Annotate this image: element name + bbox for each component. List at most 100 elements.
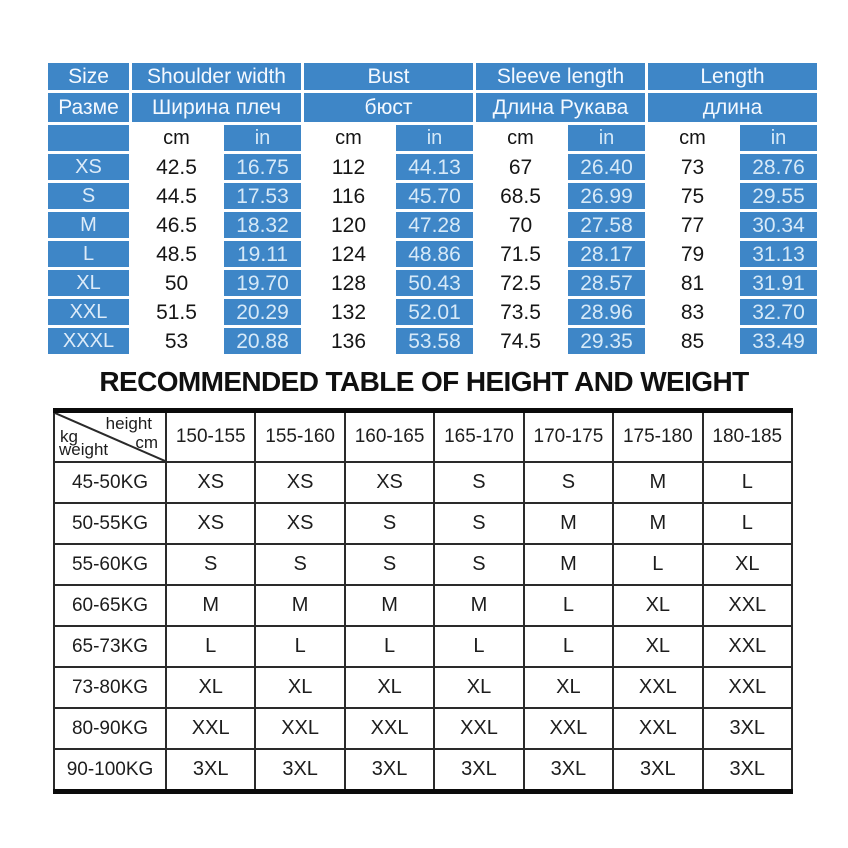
in-value: 29.55 — [740, 183, 817, 209]
recommended-size-cell: 3XL — [164, 748, 257, 793]
recommended-size-cell: S — [433, 461, 525, 504]
cm-value: 42.5 — [132, 154, 221, 180]
recommended-size-cell: L — [522, 625, 615, 668]
recommended-size-cell: XXL — [522, 707, 615, 750]
in-value: 19.11 — [224, 241, 301, 267]
weight-range-label: 90-100KG — [53, 748, 167, 793]
diagonal-divider-line — [55, 413, 165, 461]
height-header-row: height cm kg weight 150-155 155-160 160-16… — [53, 409, 794, 463]
weight-row: 73-80KG XL XL XL XL XL XXL XXL — [53, 666, 794, 709]
recommended-size-cell: L — [522, 584, 615, 627]
recommended-size-cell: S — [164, 543, 257, 586]
weight-range-label: 50-55KG — [53, 502, 167, 545]
in-unit-label: in — [396, 125, 473, 151]
recommended-size-cell: L — [254, 625, 346, 668]
measure-header-en: Length — [648, 63, 817, 90]
in-value: 52.01 — [396, 299, 473, 325]
recommended-size-cell: 3XL — [701, 707, 794, 750]
in-value: 31.91 — [740, 270, 817, 296]
cm-value: 136 — [304, 328, 393, 354]
in-value: 28.17 — [568, 241, 645, 267]
weight-row: 90-100KG 3XL 3XL 3XL 3XL 3XL 3XL 3XL — [53, 748, 794, 793]
corner-cm-label: cm — [135, 433, 158, 452]
cm-value: 68.5 — [476, 183, 565, 209]
corner-weight-label: weight — [59, 440, 109, 459]
in-value: 17.53 — [224, 183, 301, 209]
recommended-size-cell: S — [433, 543, 525, 586]
size-row-label: XL — [48, 270, 129, 296]
recommended-size-cell: XXL — [701, 666, 794, 709]
recommended-size-cell: 3XL — [701, 748, 794, 793]
measure-header-en: Sleeve length — [476, 63, 645, 90]
height-weight-body: 45-50KG XS XS XS S S M L 50-55KG XS XS S S M M L 55-60KG… — [53, 461, 794, 793]
cm-value: 83 — [648, 299, 737, 325]
height-range-header: 180-185 — [701, 409, 794, 463]
cm-value: 53 — [132, 328, 221, 354]
in-value: 26.40 — [568, 154, 645, 180]
cm-value: 124 — [304, 241, 393, 267]
cm-value: 51.5 — [132, 299, 221, 325]
cm-value: 85 — [648, 328, 737, 354]
recommended-size-cell: M — [522, 502, 615, 545]
measure-header-en: Shoulder width — [132, 63, 301, 90]
cm-value: 71.5 — [476, 241, 565, 267]
cm-unit-label: cm — [132, 125, 221, 151]
in-value: 19.70 — [224, 270, 301, 296]
weight-range-label: 55-60KG — [53, 543, 167, 586]
size-row-label: XXL — [48, 299, 129, 325]
recommended-size-cell: XL — [701, 543, 794, 586]
recommended-size-cell: XL — [343, 666, 436, 709]
recommended-size-cell: XXL — [612, 707, 704, 750]
recommended-size-cell: S — [433, 502, 525, 545]
recommended-size-cell: L — [701, 502, 794, 545]
cm-value: 116 — [304, 183, 393, 209]
recommended-size-cell: XL — [522, 666, 615, 709]
in-value: 32.70 — [740, 299, 817, 325]
measure-header-ru: Ширина плеч — [132, 93, 301, 122]
in-unit-label: in — [568, 125, 645, 151]
cm-value: 81 — [648, 270, 737, 296]
recommended-size-cell: L — [612, 543, 704, 586]
recommended-size-cell: XS — [343, 461, 436, 504]
recommended-size-cell: XL — [164, 666, 257, 709]
recommended-size-cell: XS — [164, 461, 257, 504]
in-value: 16.75 — [224, 154, 301, 180]
recommended-size-cell: XL — [612, 625, 704, 668]
cm-value: 50 — [132, 270, 221, 296]
empty-corner-cell — [48, 125, 129, 151]
recommended-size-cell: M — [612, 461, 704, 504]
in-value: 20.29 — [224, 299, 301, 325]
size-measurements-table: Size Shoulder width Bust Sleeve length Lengt… — [48, 63, 817, 354]
cm-value: 77 — [648, 212, 737, 238]
cm-value: 79 — [648, 241, 737, 267]
recommended-size-cell: S — [343, 543, 436, 586]
weight-range-label: 80-90KG — [53, 707, 167, 750]
height-range-header: 155-160 — [254, 409, 346, 463]
recommended-size-cell: M — [164, 584, 257, 627]
in-unit-label: in — [740, 125, 817, 151]
recommended-size-cell: XXL — [612, 666, 704, 709]
weight-range-label: 45-50KG — [53, 461, 167, 504]
in-value: 26.99 — [568, 183, 645, 209]
height-weight-table: height cm kg weight 150-155 155-160 160-16… — [53, 408, 794, 794]
in-value: 28.96 — [568, 299, 645, 325]
weight-row: 50-55KG XS XS S S M M L — [53, 502, 794, 545]
recommended-size-cell: XL — [612, 584, 704, 627]
recommended-size-cell: S — [254, 543, 346, 586]
height-range-header: 170-175 — [522, 409, 615, 463]
recommended-size-cell: 3XL — [522, 748, 615, 793]
recommended-size-cell: M — [612, 502, 704, 545]
recommended-size-cell: L — [343, 625, 436, 668]
weight-row: 65-73KG L L L L L XL XXL — [53, 625, 794, 668]
in-value: 44.13 — [396, 154, 473, 180]
recommended-size-cell: M — [254, 584, 346, 627]
weight-range-label: 73-80KG — [53, 666, 167, 709]
recommended-size-cell: XXL — [164, 707, 257, 750]
in-unit-label: in — [224, 125, 301, 151]
recommended-size-cell: XXL — [701, 584, 794, 627]
cm-value: 72.5 — [476, 270, 565, 296]
recommended-size-cell: 3XL — [343, 748, 436, 793]
cm-value: 120 — [304, 212, 393, 238]
recommended-size-cell: L — [433, 625, 525, 668]
